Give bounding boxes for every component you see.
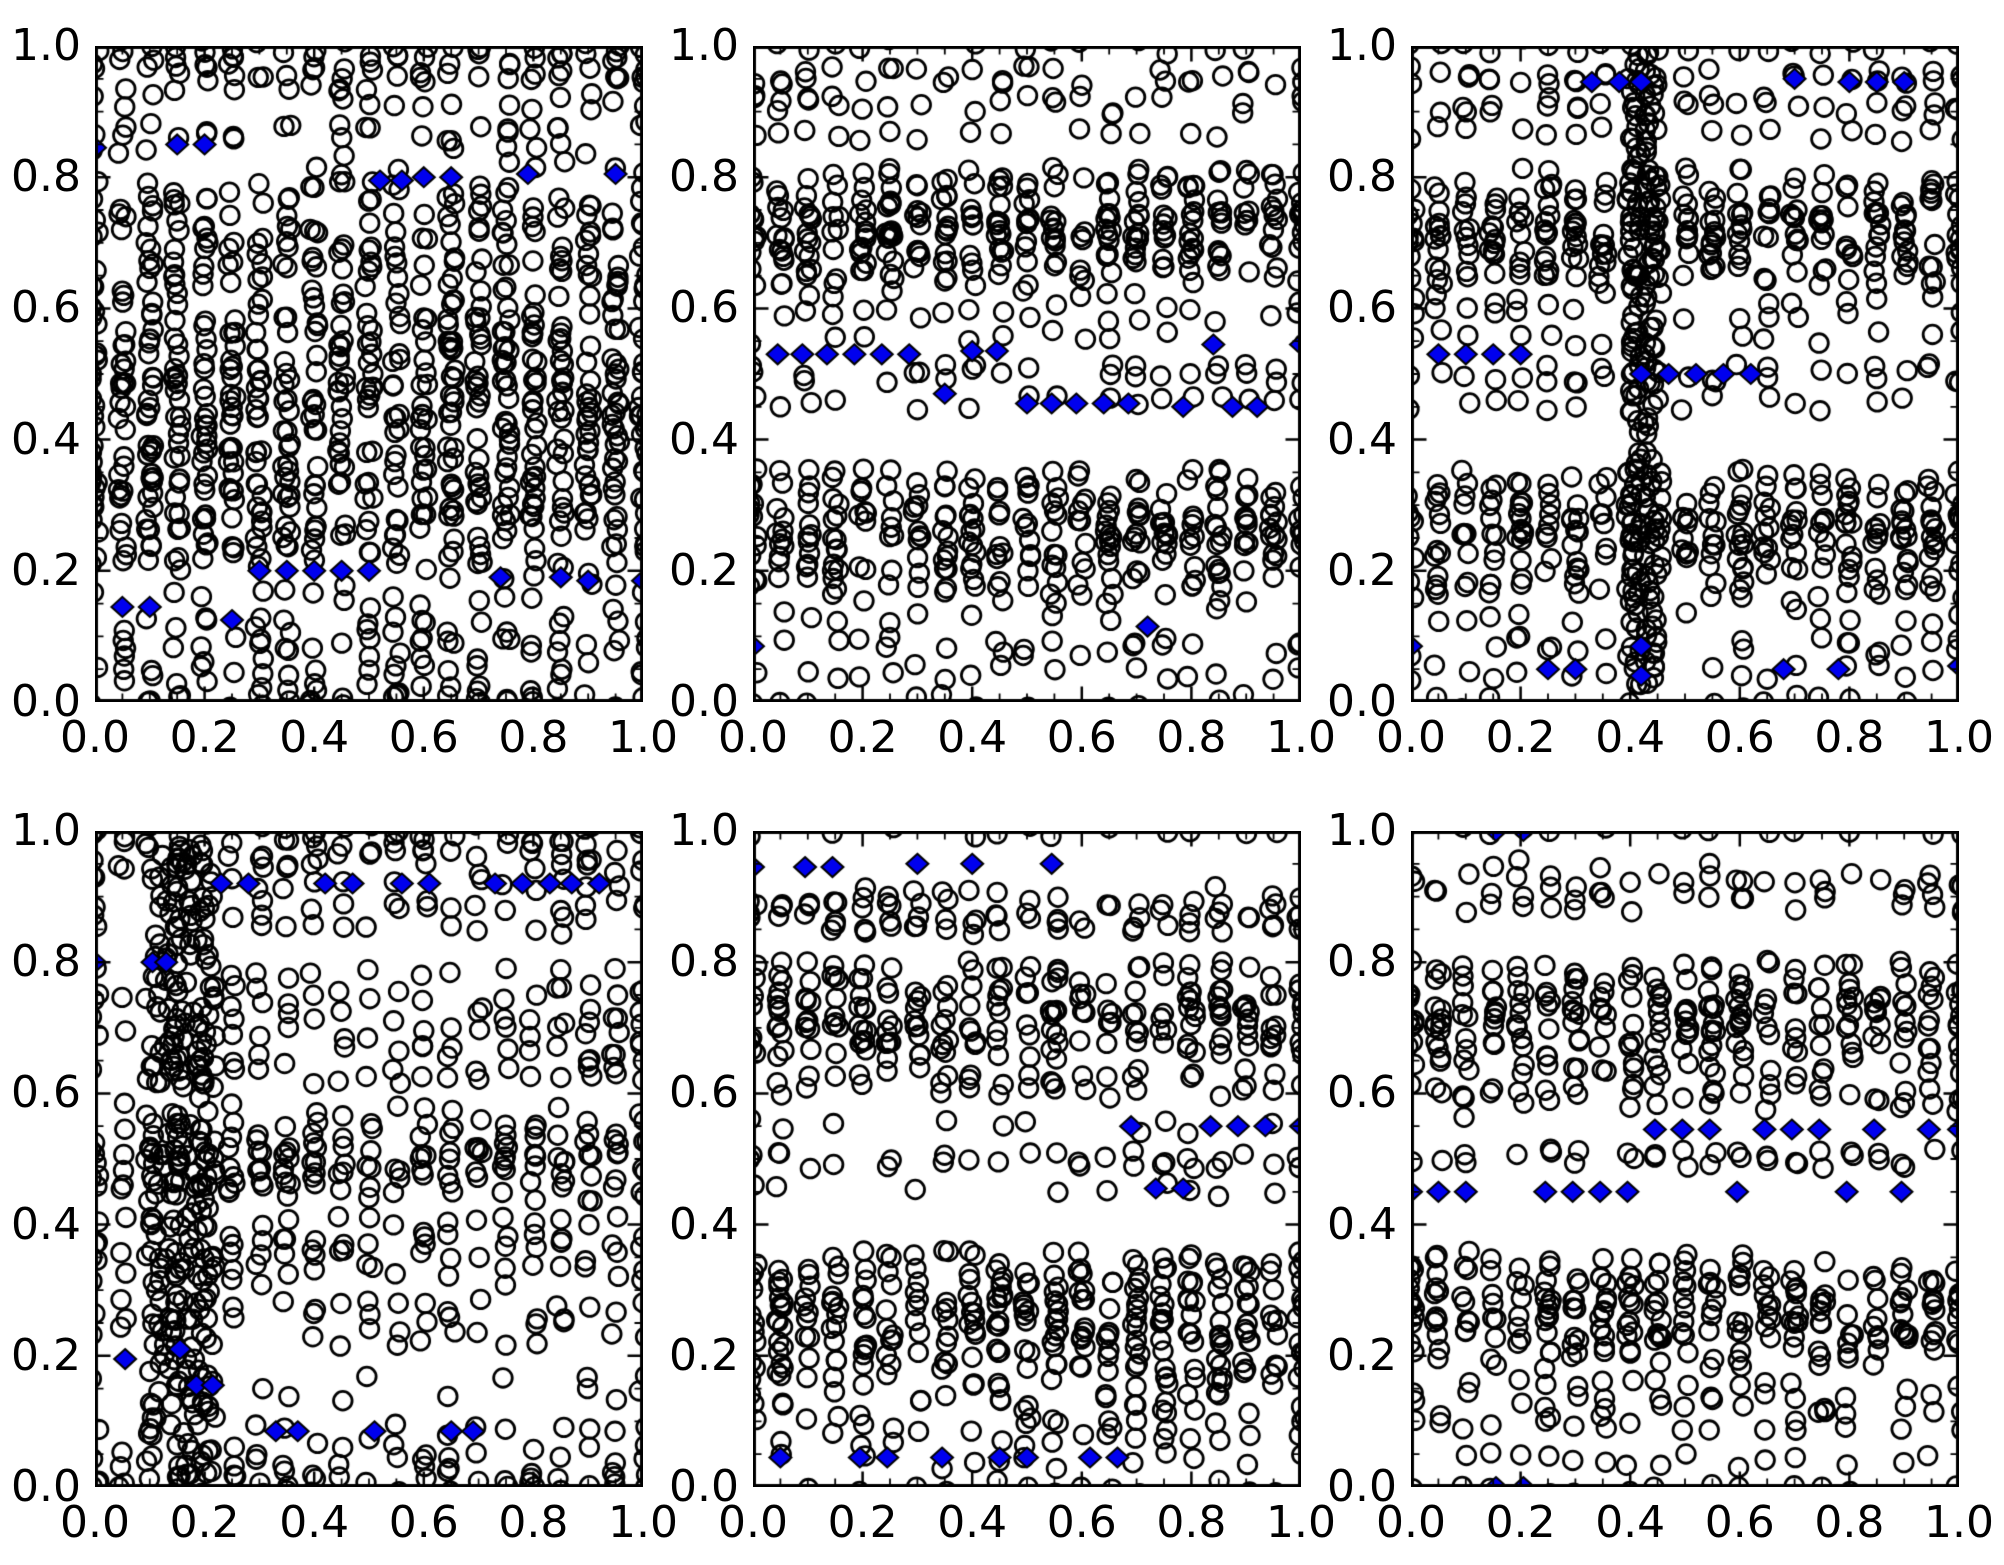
y-tick-label: 0.6: [1327, 282, 1397, 334]
x-tick-label: 1.0: [1266, 1497, 1336, 1548]
y-tick-label: 0.4: [11, 413, 81, 465]
y-tick-label: 0.0: [669, 1461, 739, 1512]
subplot-bottom-right: [1411, 831, 1959, 1487]
x-tick-label: 0.0: [60, 1497, 130, 1548]
subplot-top-right-canvas: [1411, 46, 1959, 702]
y-tick-label: 0.8: [1327, 936, 1397, 988]
x-tick-label: 0.2: [1485, 712, 1556, 763]
x-tick-label: 0.0: [1376, 712, 1446, 763]
x-tick-label: 0.2: [1485, 1497, 1556, 1548]
x-tick-label: 0.4: [1595, 712, 1666, 763]
y-tick-label: 0.0: [1327, 1461, 1397, 1512]
subplot-bottom-middle-canvas: [753, 831, 1301, 1487]
y-tick-label: 0.0: [11, 676, 81, 727]
y-tick-label: 0.0: [669, 676, 739, 727]
subplot-bottom-middle: [753, 831, 1301, 1487]
y-tick-label: 0.6: [669, 1067, 739, 1119]
x-tick-label: 0.6: [1704, 1497, 1775, 1548]
x-tick-label: 0.8: [1814, 1497, 1885, 1548]
subplot-bottom-left-canvas: [95, 831, 643, 1487]
y-tick-label: 0.8: [11, 151, 81, 203]
y-tick-label: 0.4: [669, 413, 739, 465]
x-tick-label: 1.0: [608, 712, 678, 763]
x-tick-label: 0.2: [169, 712, 240, 763]
x-tick-label: 0.0: [718, 712, 788, 763]
y-tick-label: 0.8: [669, 151, 739, 203]
y-tick-label: 1.0: [669, 20, 739, 71]
subplot-top-left: [95, 46, 643, 702]
y-tick-label: 0.0: [1327, 676, 1397, 727]
y-tick-label: 0.2: [11, 544, 81, 596]
y-tick-label: 0.4: [669, 1198, 739, 1250]
subplot-top-middle: [753, 46, 1301, 702]
x-tick-label: 0.4: [937, 712, 1008, 763]
x-tick-label: 0.0: [60, 712, 130, 763]
y-tick-label: 0.2: [11, 1329, 81, 1381]
y-tick-label: 1.0: [11, 20, 81, 71]
y-tick-label: 1.0: [669, 805, 739, 856]
x-tick-label: 0.6: [1704, 712, 1775, 763]
x-tick-label: 0.2: [827, 712, 898, 763]
x-tick-label: 0.0: [718, 1497, 788, 1548]
x-tick-label: 1.0: [1924, 712, 1994, 763]
y-tick-label: 0.2: [1327, 1329, 1397, 1381]
subplot-top-middle-canvas: [753, 46, 1301, 702]
y-tick-label: 0.6: [669, 282, 739, 334]
y-tick-label: 0.0: [11, 1461, 81, 1512]
y-tick-label: 0.4: [1327, 1198, 1397, 1250]
x-tick-label: 0.2: [827, 1497, 898, 1548]
y-tick-label: 1.0: [1327, 805, 1397, 856]
y-tick-label: 0.2: [669, 1329, 739, 1381]
y-tick-label: 0.8: [11, 936, 81, 988]
x-tick-label: 0.8: [1814, 712, 1885, 763]
x-tick-label: 0.4: [279, 1497, 350, 1548]
x-tick-label: 0.6: [1046, 712, 1117, 763]
subplot-top-left-canvas: [95, 46, 643, 702]
x-tick-label: 0.8: [1156, 712, 1227, 763]
x-tick-label: 1.0: [1924, 1497, 1994, 1548]
y-tick-label: 0.2: [669, 544, 739, 596]
x-tick-label: 0.6: [388, 1497, 459, 1548]
x-tick-label: 0.0: [1376, 1497, 1446, 1548]
y-tick-label: 1.0: [11, 805, 81, 856]
y-tick-label: 0.4: [11, 1198, 81, 1250]
y-tick-label: 0.2: [1327, 544, 1397, 596]
subplot-bottom-right-canvas: [1411, 831, 1959, 1487]
x-tick-label: 0.8: [498, 712, 569, 763]
x-tick-label: 0.4: [1595, 1497, 1666, 1548]
x-tick-label: 1.0: [608, 1497, 678, 1548]
y-tick-label: 1.0: [1327, 20, 1397, 71]
subplot-top-right: [1411, 46, 1959, 702]
subplot-bottom-left: [95, 831, 643, 1487]
y-tick-label: 0.6: [1327, 1067, 1397, 1119]
x-tick-label: 0.6: [388, 712, 459, 763]
x-tick-label: 0.6: [1046, 1497, 1117, 1548]
x-tick-label: 0.4: [937, 1497, 1008, 1548]
x-tick-label: 0.2: [169, 1497, 240, 1548]
y-tick-label: 0.8: [669, 936, 739, 988]
x-tick-label: 0.4: [279, 712, 350, 763]
x-tick-label: 1.0: [1266, 712, 1336, 763]
y-tick-label: 0.6: [11, 282, 81, 334]
x-tick-label: 0.8: [498, 1497, 569, 1548]
y-tick-label: 0.4: [1327, 413, 1397, 465]
y-tick-label: 0.6: [11, 1067, 81, 1119]
x-tick-label: 0.8: [1156, 1497, 1227, 1548]
y-tick-label: 0.8: [1327, 151, 1397, 203]
